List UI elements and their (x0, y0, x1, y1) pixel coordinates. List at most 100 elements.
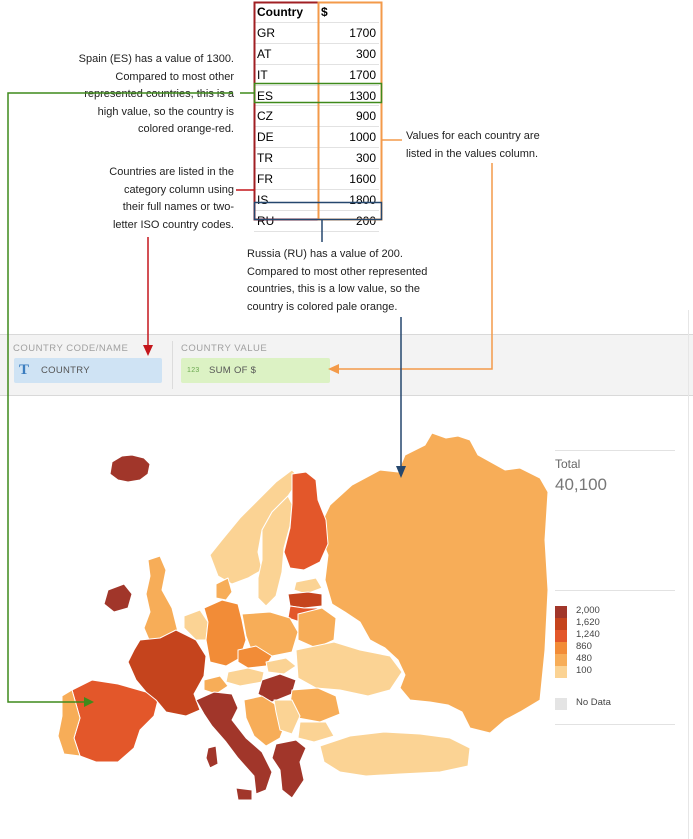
cell-value: 900 (318, 105, 379, 128)
belarus-region (297, 607, 337, 649)
legend-label: 1,620 (576, 617, 600, 628)
shelf-divider (172, 341, 173, 389)
text-type-icon: T (19, 362, 30, 378)
annotation-line: country is colored pale orange. (247, 300, 398, 313)
serbia-region (273, 699, 301, 735)
cell-value: 1800 (318, 189, 379, 211)
value-field-pill[interactable]: 123 SUM OF $ (181, 358, 330, 383)
italy-region (195, 691, 273, 795)
sicily-region (235, 787, 253, 801)
portugal-region (57, 689, 81, 757)
annotation-line: Compared to most other represented (247, 265, 428, 278)
annotation-line: listed in the values column. (406, 147, 539, 160)
annotation-line: colored orange-red. (137, 123, 234, 135)
cell-value: 1300 (318, 85, 379, 107)
spain-arrowhead (84, 697, 94, 707)
value-field-label: SUM OF $ (209, 365, 257, 376)
legend-label: 480 (576, 653, 592, 664)
cell-country: CZ (254, 105, 318, 128)
sardinia-region (205, 745, 219, 769)
legend-label: 1,240 (576, 629, 600, 640)
latvia-region (287, 591, 323, 609)
country-field-pill[interactable]: T COUNTRY (14, 358, 162, 383)
spain-region (71, 679, 159, 763)
cell-value: 1000 (318, 126, 379, 149)
cell-country: IS (254, 189, 318, 211)
table-row: RU 200 (254, 210, 379, 232)
estonia-region (293, 577, 323, 595)
cell-country: IT (254, 64, 318, 86)
table-row: ES 1300 (254, 85, 379, 107)
total-value: 40,100 (555, 475, 607, 494)
legend-swatch (555, 642, 567, 654)
table-row: GR 1700 (254, 22, 379, 44)
table-row: IT 1700 (254, 64, 379, 86)
widget-frame (688, 310, 689, 839)
cell-value: 1600 (318, 168, 379, 191)
legend-swatch (555, 618, 567, 630)
values-annotation: Values for each country are listed in th… (406, 128, 576, 163)
values-connector (338, 139, 493, 370)
russia-arrowhead (396, 466, 406, 478)
country-code-shelf-label: COUNTRY CODE/NAME (13, 343, 129, 354)
annotation-line: Spain (ES) has a value of 1300. (78, 53, 234, 65)
table-row: AT 300 (254, 43, 379, 65)
table-row: CZ 900 (254, 105, 379, 128)
data-table: Country $ GR 1700 AT 300 IT 1700 ES 1300 CZ 9… (254, 2, 379, 232)
spain-annotation: Spain (ES) has a value of 1300. Compared… (40, 51, 234, 139)
annotation-line: Countries are listed in the (109, 166, 234, 178)
annotation-line: countries, this is a low value, so the (247, 283, 421, 295)
denmark-region (215, 577, 233, 601)
annotation-line: category column using (123, 183, 234, 196)
category-column-box (253, 1, 320, 221)
legend-divider-bottom (555, 724, 675, 725)
cell-country: ES (254, 85, 318, 107)
country-field-label: COUNTRY (41, 365, 90, 376)
table-row: IS 1800 (254, 189, 379, 211)
cell-value: 300 (318, 43, 379, 65)
header-country: Country (254, 2, 318, 23)
europe-map (57, 432, 549, 801)
category-connector (147, 189, 255, 346)
annotation-line: letter ISO country codes. (112, 218, 234, 231)
russia-connector (321, 220, 402, 467)
no-data-swatch (555, 698, 567, 710)
cell-country: TR (254, 147, 318, 170)
cell-country: DE (254, 126, 318, 149)
legend-divider-top (555, 590, 675, 591)
uk-region (143, 555, 179, 643)
slovakia-region (265, 657, 297, 675)
cell-value: 200 (318, 210, 379, 232)
legend-swatch (555, 606, 567, 618)
iceland-region (109, 454, 151, 483)
austria-region (225, 667, 265, 687)
summary-divider (555, 450, 675, 451)
field-shelf: COUNTRY CODE/NAME COUNTRY VALUE T COUNTR… (0, 334, 693, 396)
cell-country: AT (254, 43, 318, 65)
legend-label: 2,000 (576, 605, 600, 616)
table-row: FR 1600 (254, 168, 379, 191)
cell-country: FR (254, 168, 318, 191)
poland-region (241, 611, 299, 657)
cell-value: 1700 (318, 22, 379, 44)
header-value: $ (318, 2, 379, 23)
values-arrowhead (328, 364, 339, 374)
switzerland-region (203, 675, 229, 695)
legend-swatch (555, 654, 567, 666)
annotation-line: their full names or two- (122, 201, 234, 213)
no-data-label: No Data (576, 697, 611, 708)
cell-value: 1700 (318, 64, 379, 86)
number-type-icon: 123 (187, 367, 200, 374)
russia-row-box (253, 201, 383, 221)
sweden-region (257, 495, 293, 607)
values-column-box (317, 1, 383, 221)
cell-value: 300 (318, 147, 379, 170)
finland-region (283, 471, 329, 571)
annotation-line: Values for each country are (406, 130, 540, 142)
country-value-shelf-label: COUNTRY VALUE (181, 343, 268, 354)
spain-connector (7, 92, 255, 703)
annotation-line: Russia (RU) has a value of 200. (247, 248, 403, 260)
ukraine-region (295, 641, 403, 697)
category-arrowhead (143, 345, 153, 356)
